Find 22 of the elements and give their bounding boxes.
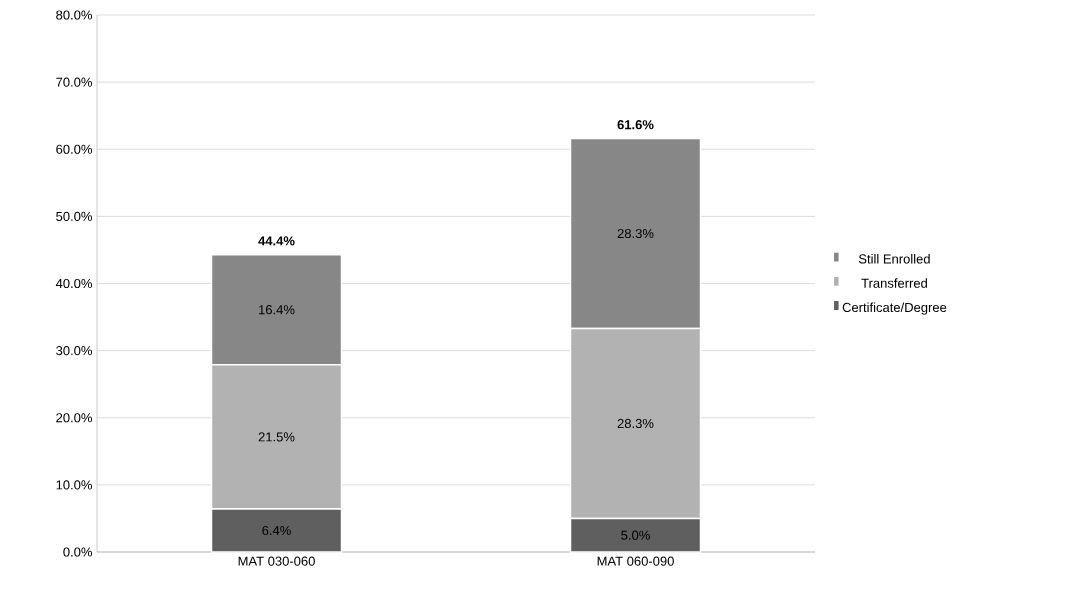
legend-label: Still Enrolled	[858, 254, 930, 264]
y-tick-label: 30.0%	[56, 346, 93, 356]
y-tick-label: 80.0%	[56, 10, 93, 20]
y-tick-label: 50.0%	[56, 211, 93, 221]
data-label: 21.5%	[258, 432, 295, 442]
total-label: 44.4%	[258, 236, 295, 246]
data-label: 5.0%	[621, 530, 650, 540]
data-label: 16.4%	[259, 305, 295, 315]
y-tick-label: 10.0%	[56, 480, 93, 490]
legend-label: Transferred	[861, 278, 927, 288]
y-tick-label: 60.0%	[56, 144, 93, 154]
y-tick-label: 40.0%	[55, 278, 93, 289]
data-label: 28.3%	[617, 418, 654, 429]
y-tick-label: 70.0%	[56, 77, 93, 87]
x-tick-label: MAT 060-090	[597, 556, 674, 566]
data-label: 28.3%	[617, 228, 654, 239]
legend-label: Certificate/Degree	[842, 302, 947, 315]
x-tick-label: MAT 030-060	[238, 556, 315, 566]
data-label: 6.4%	[262, 525, 291, 536]
y-tick-label: 20.0%	[56, 413, 93, 423]
total-label: 61.6%	[617, 120, 654, 130]
y-tick-label: 0.0%	[63, 547, 93, 557]
